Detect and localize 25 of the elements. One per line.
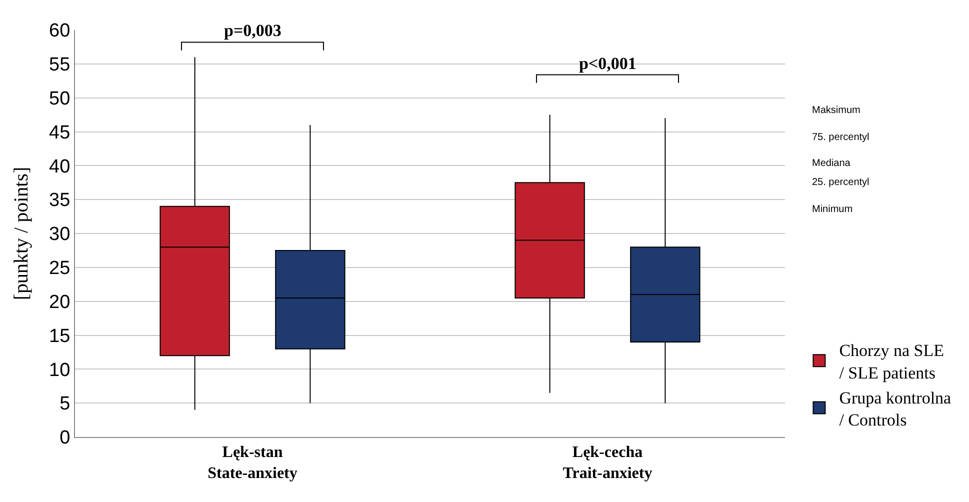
legend-label: Chorzy na SLE / SLE patients — [839, 341, 944, 382]
y-tick-label: 40 — [49, 156, 70, 178]
text: Minimum — [812, 204, 853, 215]
y-tick-label: 5 — [60, 394, 70, 415]
y-tick-label: 30 — [49, 224, 70, 246]
legend-label: Grupa kontrolna / Controls — [839, 388, 952, 430]
text: 75. percentyl — [812, 132, 870, 143]
y-tick-label: 0 — [60, 428, 70, 449]
y-tick-label: 50 — [49, 88, 70, 110]
y-axis-title: [punkty / points] — [10, 166, 33, 300]
y-tick-label: 45 — [49, 122, 70, 144]
text: Maksimum — [812, 105, 860, 116]
y-tick-label: 35 — [49, 190, 70, 212]
x-tick-label: Lęk-cecha Trait-anxiety — [562, 444, 652, 482]
y-tick-label: 25 — [49, 258, 70, 280]
annotation: p<0,001 — [579, 54, 636, 73]
y-tick-label: 20 — [49, 292, 70, 313]
y-tick-label: 55 — [49, 54, 70, 76]
y-tick-label: 15 — [49, 326, 70, 347]
y-tick-label: 60 — [49, 20, 70, 42]
x-tick-label: Lęk-stan State-anxiety — [208, 444, 298, 482]
annotation: p=0,003 — [224, 21, 282, 40]
y-tick-label: 10 — [49, 360, 70, 381]
text: Mediana — [812, 158, 851, 169]
text: 25. percentyl — [812, 177, 870, 188]
